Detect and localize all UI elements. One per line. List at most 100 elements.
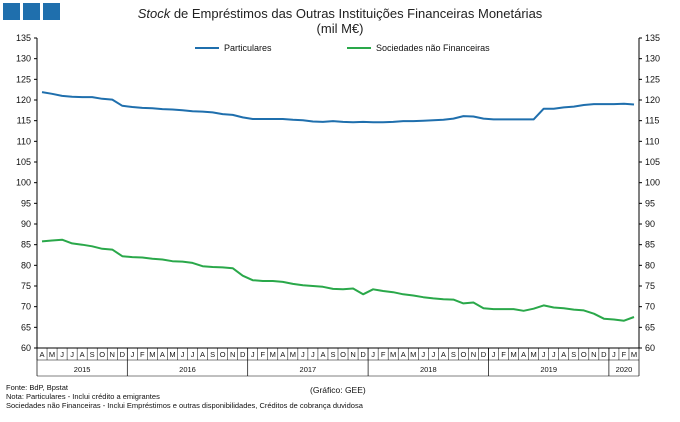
chart-subtitle: (mil M€) [316, 21, 364, 36]
x-month-label: J [191, 350, 195, 359]
x-month-label: N [591, 350, 596, 359]
x-month-label: M [290, 350, 296, 359]
x-month-label: F [140, 350, 145, 359]
x-month-label: M [270, 350, 276, 359]
x-month-label: O [340, 350, 346, 359]
x-month-label: M [410, 350, 416, 359]
x-month-label: S [90, 350, 95, 359]
x-month-label: O [220, 350, 226, 359]
x-month-label: J [542, 350, 546, 359]
series-line-particulares [41, 91, 635, 124]
y-tick-label-right: 95 [645, 198, 655, 208]
y-tick-label-left: 70 [21, 302, 31, 312]
y-tick-label-left: 65 [21, 322, 31, 332]
x-month-label: O [581, 350, 587, 359]
x-month-label: J [130, 350, 134, 359]
x-month-label: D [120, 350, 126, 359]
y-tick-label-right: 100 [645, 178, 660, 188]
x-month-label: N [110, 350, 115, 359]
y-tick-label-left: 130 [16, 54, 31, 64]
y-tick-label-right: 80 [645, 260, 655, 270]
y-tick-label-right: 65 [645, 322, 655, 332]
x-month-label: S [451, 350, 456, 359]
y-tick-label-right: 130 [645, 54, 660, 64]
x-month-label: J [181, 350, 185, 359]
legend-label-particulares: Particulares [224, 43, 272, 53]
chart-title-rest: de Empréstimos das Outras Instituições F… [170, 6, 543, 21]
x-month-label: S [330, 350, 335, 359]
x-month-label: S [571, 350, 576, 359]
x-month-label: J [70, 350, 74, 359]
x-month-label: J [421, 350, 425, 359]
x-month-label: A [200, 350, 205, 359]
year-label: 2019 [540, 365, 557, 374]
x-month-label: A [401, 350, 406, 359]
y-tick-label-right: 105 [645, 157, 660, 167]
x-month-label: M [631, 350, 637, 359]
x-month-label: D [240, 350, 246, 359]
logo-square [23, 3, 40, 20]
gee-logo [3, 3, 60, 20]
y-tick-label-left: 120 [16, 95, 31, 105]
year-label: 2015 [74, 365, 91, 374]
y-tick-label-left: 115 [17, 116, 31, 126]
x-month-label: O [99, 350, 105, 359]
footer-source: Fonte: BdP, Bpstat [6, 383, 68, 392]
footer-note-particulares: Nota: Particulares - Inclui crédito a em… [6, 392, 160, 401]
x-month-label: F [260, 350, 265, 359]
y-tick-label-right: 60 [645, 343, 655, 353]
x-month-label: S [210, 350, 215, 359]
x-month-label: A [441, 350, 446, 359]
y-tick-label-left: 90 [21, 219, 31, 229]
y-tick-label-right: 70 [645, 302, 655, 312]
series-line-sociedades [41, 238, 635, 322]
y-tick-label-right: 75 [645, 281, 655, 291]
x-month-label: M [169, 350, 175, 359]
x-month-label: A [280, 350, 285, 359]
chart-title: Stock de Empréstimos das Outras Institui… [0, 6, 680, 21]
year-label: 2017 [300, 365, 317, 374]
x-month-label: A [80, 350, 85, 359]
y-tick-label-right: 110 [645, 136, 659, 146]
footer-note-sociedades: Sociedades não Financeiras - Inclui Empr… [6, 401, 363, 410]
x-month-label: A [160, 350, 165, 359]
x-month-label: M [49, 350, 55, 359]
x-month-label: O [460, 350, 466, 359]
y-tick-label-left: 95 [21, 198, 31, 208]
year-label: 2018 [420, 365, 437, 374]
y-tick-label-left: 75 [21, 281, 31, 291]
y-tick-label-left: 100 [16, 178, 31, 188]
legend-label-sociedades: Sociedades não Financeiras [376, 43, 490, 53]
x-month-label: J [492, 350, 496, 359]
x-month-label: A [521, 350, 526, 359]
y-tick-label-right: 135 [645, 33, 660, 43]
x-month-label: D [601, 350, 607, 359]
logo-square [43, 3, 60, 20]
y-tick-label-right: 115 [645, 116, 659, 126]
x-month-label: D [360, 350, 366, 359]
y-tick-label-left: 110 [17, 136, 31, 146]
x-month-label: J [60, 350, 64, 359]
x-month-label: J [431, 350, 435, 359]
x-month-label: F [501, 350, 506, 359]
x-month-label: J [371, 350, 375, 359]
y-tick-label-right: 125 [645, 74, 660, 84]
x-month-label: J [612, 350, 616, 359]
y-tick-label-left: 85 [21, 240, 31, 250]
x-month-label: J [301, 350, 305, 359]
x-month-label: N [230, 350, 235, 359]
y-tick-label-right: 90 [645, 219, 655, 229]
year-label: 2016 [179, 365, 196, 374]
year-label: 2020 [616, 365, 633, 374]
y-tick-label-right: 120 [645, 95, 660, 105]
logo-square [3, 3, 20, 20]
x-month-label: A [40, 350, 45, 359]
x-month-label: M [390, 350, 396, 359]
x-month-label: A [561, 350, 566, 359]
chart-title-italic: Stock [137, 6, 171, 21]
x-month-label: N [350, 350, 355, 359]
y-tick-label-left: 80 [21, 260, 31, 270]
x-month-label: D [481, 350, 487, 359]
x-month-label: J [311, 350, 315, 359]
